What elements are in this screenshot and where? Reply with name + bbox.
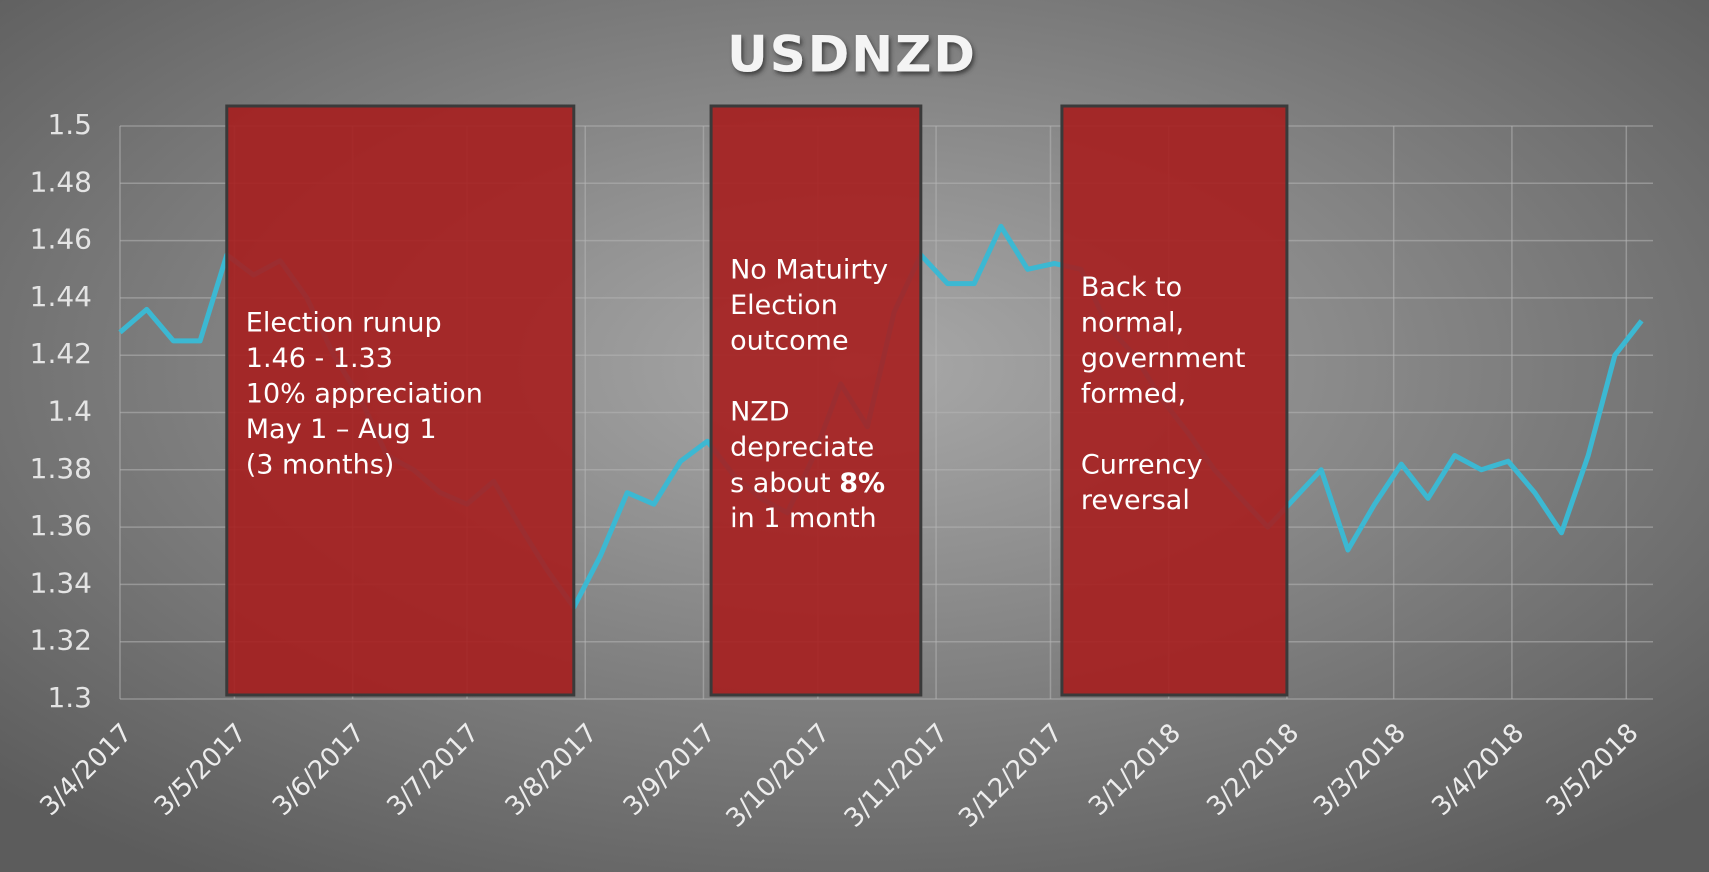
y-tick-label: 1.32	[30, 624, 92, 657]
annotation-text: s about 8%	[730, 467, 885, 498]
annotation-text: outcome	[730, 325, 849, 356]
y-tick-label: 1.46	[30, 223, 92, 256]
annotation-text: Currency	[1081, 450, 1203, 481]
annotation-text: Election	[730, 290, 838, 321]
annotation-box	[709, 104, 923, 697]
annotation-text: government	[1081, 343, 1246, 374]
y-tick-label: 1.4	[47, 395, 92, 428]
chart-title: USDNZD	[727, 26, 977, 84]
annotation-text: No Matuirty	[730, 254, 888, 285]
annotations: Election runup 1.46 - 1.33 10% appreciatio…	[225, 104, 1289, 697]
annotation-text: NZD	[730, 396, 789, 427]
annotation-text: reversal	[1081, 485, 1190, 516]
annotation-text: Back to	[1081, 272, 1182, 303]
y-tick-label: 1.38	[30, 452, 92, 485]
annotation-text: formed,	[1081, 379, 1186, 410]
annotation-run: 8%	[839, 467, 885, 498]
annotation-text: depreciate	[730, 432, 874, 463]
annotation-text: in 1 month	[730, 503, 877, 534]
y-tick-label: 1.42	[30, 337, 92, 370]
annotation-text: 1.46 - 1.33	[246, 343, 393, 374]
y-tick-label: 1.36	[30, 509, 92, 542]
y-tick-label: 1.3	[47, 681, 92, 714]
annotation-box	[1060, 104, 1289, 697]
annotation-box	[225, 104, 576, 697]
y-tick-label: 1.44	[30, 280, 92, 313]
annotation-text: Election runup	[246, 308, 442, 339]
y-tick-label: 1.48	[30, 165, 92, 198]
y-tick-label: 1.5	[47, 108, 92, 141]
annotation-text: (3 months)	[246, 450, 395, 481]
annotation-run: s about	[730, 467, 839, 498]
y-tick-label: 1.34	[30, 566, 92, 599]
annotation-text: normal,	[1081, 308, 1184, 339]
annotation-text: 10% appreciation	[246, 379, 483, 410]
annotation-text: May 1 – Aug 1	[246, 414, 437, 445]
